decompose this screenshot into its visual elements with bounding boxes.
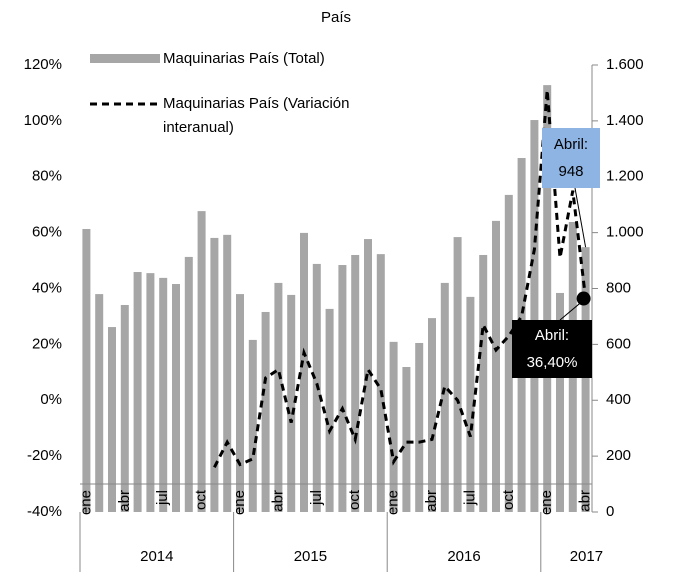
y2-tick-label: 1.200 [606,168,644,185]
bar [440,282,449,512]
bar [197,211,206,512]
x-tick-label: ene [77,490,94,515]
bar [146,273,155,512]
group-label: 2016 [447,548,480,565]
bar [261,311,270,512]
y2-tick-label: 200 [606,447,631,464]
bar [287,294,296,512]
x-tick-label: jul [461,490,478,506]
y-tick-label: 20% [32,335,62,352]
y-tick-label: -40% [27,503,62,520]
bar [492,220,500,513]
x-tick-label: abr [423,490,440,512]
annotation-box [512,320,592,378]
x-tick-label: abr [269,490,286,512]
bar [428,318,436,512]
bar [210,237,219,513]
bar [466,296,475,512]
y-tick-label: 40% [32,279,62,296]
group-label: 2015 [294,548,327,565]
bar [236,294,244,512]
bar [108,327,116,512]
annotation-connector [574,187,587,248]
y2-tick-label: 1.000 [606,224,644,241]
group-label: 2017 [570,548,603,565]
x-tick-label: ene [385,490,402,515]
bar [351,254,360,512]
bar [402,367,411,512]
y-tick-label: 60% [32,224,62,241]
y-tick-label: 0% [40,391,62,408]
annotation-text: Abril: [535,327,569,344]
bar [338,265,347,512]
legend-swatch [90,54,160,63]
bar [133,272,142,512]
bar [453,237,462,512]
y-tick-label: 100% [24,112,62,129]
bar [120,304,129,512]
bar [95,294,104,512]
marker [576,291,591,306]
line [213,90,588,468]
y2-tick-label: 600 [606,335,631,352]
bar [82,228,91,513]
bar [159,277,168,512]
y-tick-label: 120% [24,56,62,73]
bar [504,194,513,513]
bar [556,292,564,512]
x-tick-label: oct [346,489,363,510]
x-tick-label: ene [231,490,248,515]
bar [479,254,488,512]
x-tick-label: oct [500,489,517,510]
bar [389,341,398,512]
x-tick-label: ene [538,490,555,515]
annotation-text: 36,40% [527,354,578,371]
y2-tick-label: 800 [606,279,631,296]
bar [376,254,385,512]
annotation-box [542,128,600,188]
bar [184,256,193,512]
x-tick-label: abr [116,490,133,512]
bar [581,247,590,512]
bar [172,284,180,512]
x-tick-label: jul [154,490,171,506]
bar [223,234,232,513]
y2-tick-label: 1.600 [606,56,644,73]
y2-tick-label: 0 [606,503,614,520]
y-tick-label: 80% [32,168,62,185]
bar [415,342,424,512]
annotation-text: 948 [558,163,583,180]
group-label: 2014 [140,548,173,565]
x-tick-label: jul [308,490,325,506]
annotation-text: Abril: [554,136,588,153]
bar [274,282,283,512]
y2-tick-label: 1.400 [606,112,644,129]
bar [300,232,308,513]
bar [543,85,552,513]
x-tick-label: abr [577,490,594,512]
y2-tick-label: 400 [606,391,631,408]
bar [248,339,257,512]
legend-label: Maquinarias País (Total) [163,47,325,71]
legend-label: Maquinarias País (Variación interanual) [163,92,423,140]
chart-title: País [321,9,351,26]
bar [325,308,334,512]
bar [530,120,539,513]
y-tick-label: -20% [27,447,62,464]
x-tick-label: oct [193,489,210,510]
